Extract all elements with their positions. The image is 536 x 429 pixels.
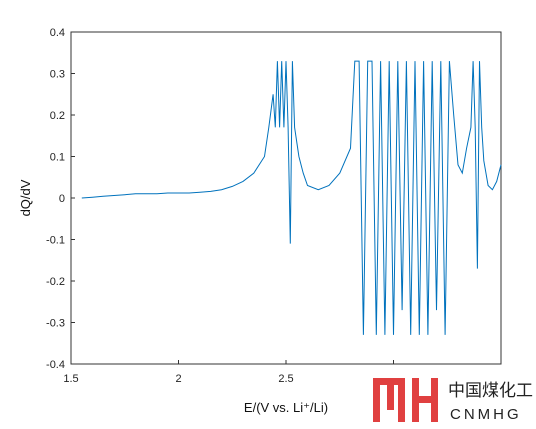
y-tick-label: -0.3 <box>46 318 65 330</box>
y-tick-label: -0.4 <box>46 359 65 371</box>
watermark-cn-text: 中国煤化工 <box>448 381 533 400</box>
x-tick-label: 2 <box>175 373 181 385</box>
y-tick-label: 0.4 <box>50 27 65 39</box>
watermark-en-text: CNMHG <box>450 406 522 423</box>
y-axis-label: dQ/dV <box>18 179 33 216</box>
plot-area <box>70 31 502 365</box>
y-tick-label: -0.2 <box>46 276 65 288</box>
watermark: 中国煤化工 CNMHG <box>345 368 536 429</box>
y-tick-label: 0.3 <box>50 69 65 81</box>
y-tick-label: 0.2 <box>50 110 65 122</box>
plot-frame <box>70 31 502 365</box>
x-tick-label: 2.5 <box>278 373 293 385</box>
x-axis-label: E/(V vs. Li⁺/Li) <box>244 400 328 415</box>
y-tick-label: 0 <box>59 193 65 205</box>
watermark-logo <box>373 378 438 422</box>
x-tick-label: 1.5 <box>63 373 78 385</box>
y-axis: -0.4 -0.3 -0.2 -0.1 0 0.1 0.2 0.3 0.4 <box>46 27 75 371</box>
y-tick-label: 0.1 <box>50 152 65 164</box>
series-line <box>81 60 502 335</box>
y-tick-label: -0.1 <box>46 235 65 247</box>
